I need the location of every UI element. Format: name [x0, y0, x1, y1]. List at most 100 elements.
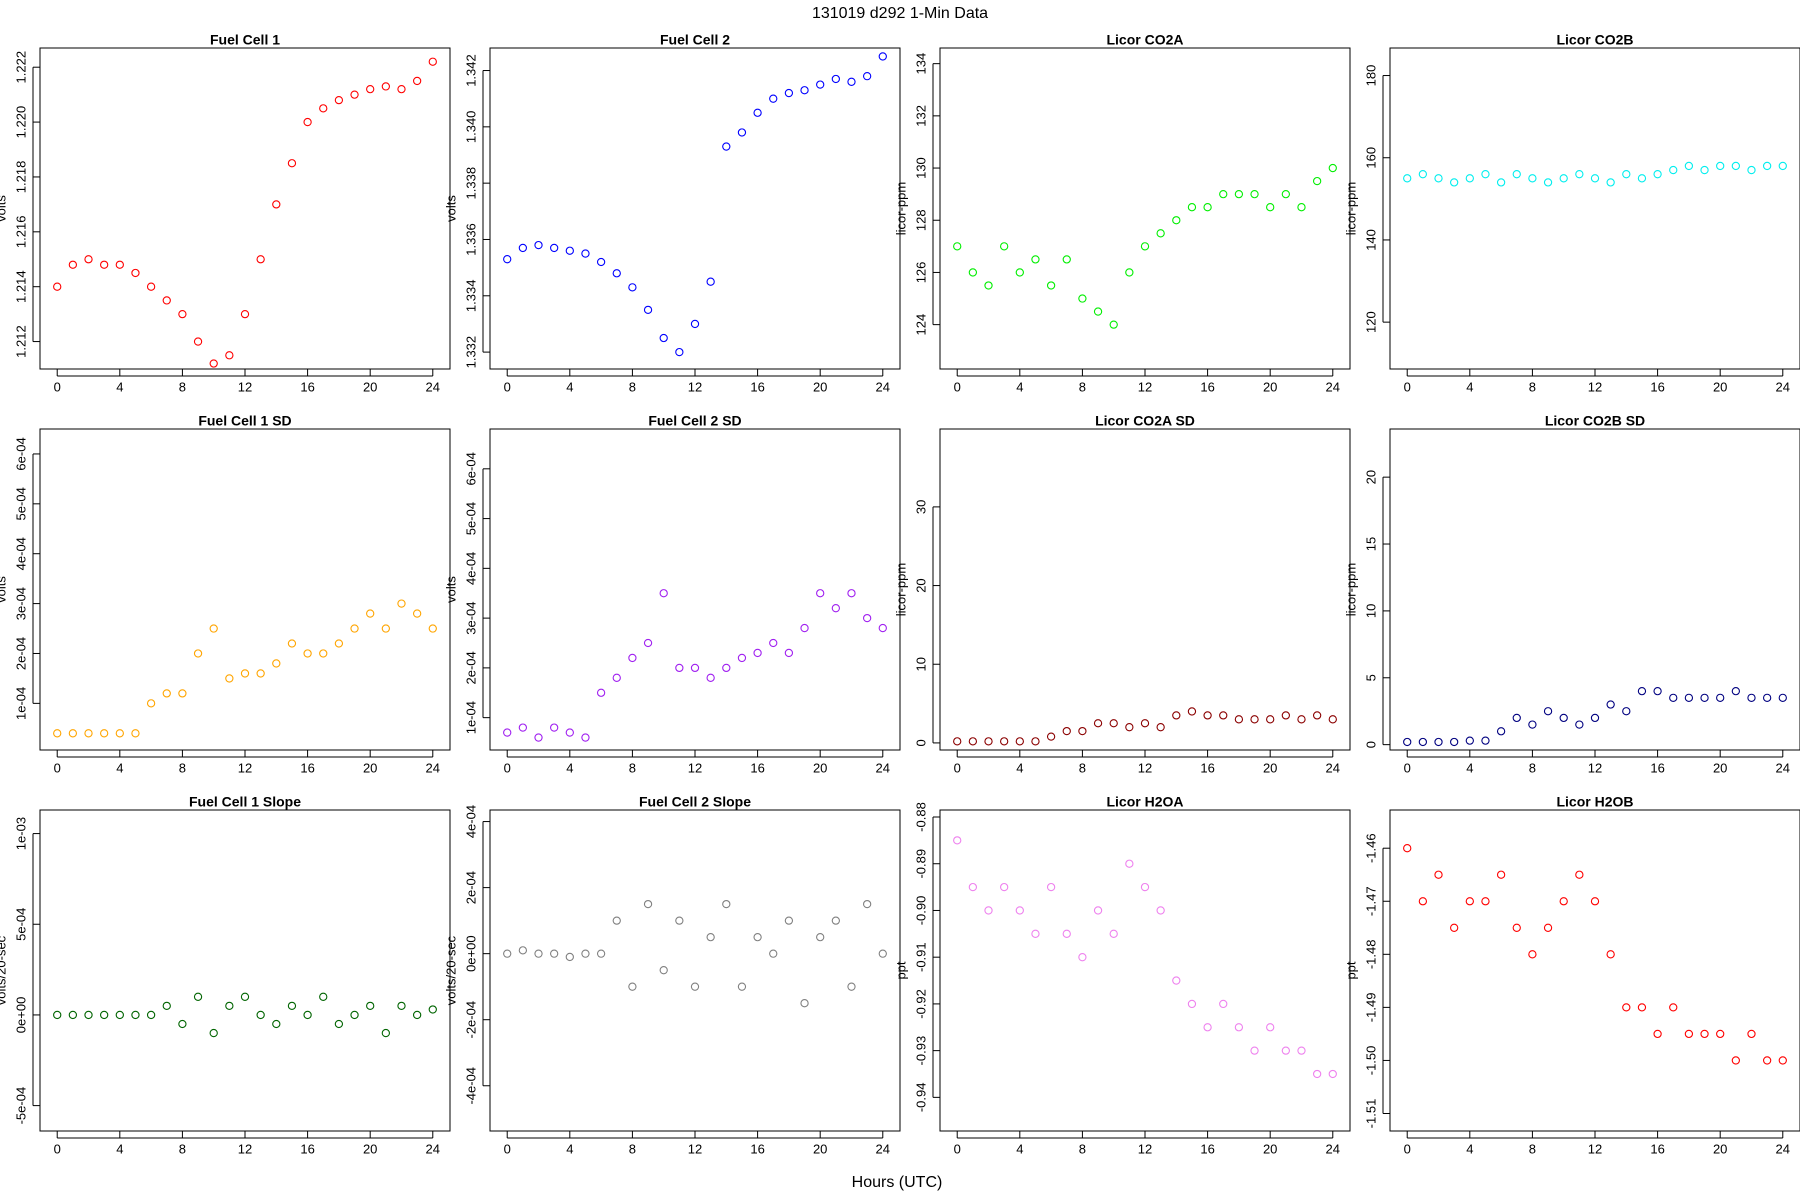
point — [1015, 737, 1024, 746]
point — [1700, 1029, 1709, 1039]
x-tick-label: 8 — [179, 379, 186, 394]
point — [1637, 174, 1647, 183]
x-tick-label: 8 — [1529, 1141, 1536, 1156]
point — [1496, 178, 1506, 187]
point — [1203, 1023, 1212, 1032]
point — [1575, 870, 1584, 879]
plot-frame — [939, 809, 1351, 1132]
x-tick-label: 8 — [1529, 379, 1536, 394]
x-tick-label: 8 — [1079, 760, 1086, 775]
point — [1653, 687, 1662, 696]
point — [1015, 906, 1024, 915]
point — [256, 669, 265, 678]
point — [100, 1010, 109, 1020]
y-tick-label: 2e-04 — [463, 651, 478, 684]
x-tick-label: 12 — [688, 1141, 702, 1156]
y-tick-label: -1.48 — [1363, 939, 1378, 969]
point — [131, 268, 140, 278]
point — [53, 282, 62, 291]
point — [350, 1010, 359, 1020]
point — [550, 949, 559, 958]
point — [659, 589, 668, 598]
y-tick-label: 4e-04 — [13, 537, 28, 570]
point — [1281, 1046, 1290, 1055]
point — [1000, 882, 1009, 892]
x-tick-label: 20 — [813, 1141, 827, 1156]
panel-title: Licor CO2B — [1556, 32, 1633, 48]
point — [753, 108, 762, 117]
panel-title: Licor H2OA — [1106, 794, 1183, 810]
point — [319, 649, 328, 658]
point — [1156, 723, 1165, 732]
panel-title: Fuel Cell 1 SD — [198, 413, 291, 429]
point — [1778, 693, 1787, 702]
point — [534, 240, 543, 250]
point — [100, 260, 109, 269]
point — [68, 260, 78, 269]
x-tick-label: 20 — [1713, 379, 1727, 394]
point — [225, 1001, 234, 1011]
point — [303, 1010, 312, 1020]
point — [100, 729, 109, 738]
point — [753, 932, 762, 942]
point — [1465, 897, 1474, 906]
point — [1450, 737, 1459, 747]
point — [84, 255, 93, 264]
x-tick-label: 16 — [1650, 760, 1664, 775]
x-tick-label: 4 — [1466, 760, 1473, 775]
point — [1418, 170, 1428, 179]
point — [675, 663, 684, 673]
y-tick-label: 15 — [1363, 537, 1378, 551]
point — [1219, 189, 1228, 199]
y-tick-label: 0 — [913, 739, 928, 746]
point — [303, 649, 312, 658]
y-tick-label: 1.212 — [13, 325, 28, 358]
point — [1434, 737, 1443, 747]
point — [225, 351, 234, 360]
point — [1543, 178, 1553, 187]
point — [643, 899, 653, 909]
point — [1778, 1056, 1787, 1065]
point — [596, 688, 606, 697]
x-tick-label: 0 — [1404, 379, 1411, 394]
point — [1700, 693, 1709, 702]
point — [366, 609, 375, 618]
point — [816, 589, 825, 598]
point — [162, 296, 171, 305]
x-tick-label: 0 — [1404, 760, 1411, 775]
point — [612, 269, 621, 278]
x-tick-label: 0 — [504, 1141, 511, 1156]
point — [334, 639, 344, 648]
point — [1093, 719, 1103, 728]
point — [1219, 711, 1228, 720]
y-axis-label: ppt — [893, 961, 908, 979]
point — [1559, 174, 1568, 183]
y-tick-label: 1.216 — [13, 216, 28, 249]
x-tick-label: 4 — [116, 379, 123, 394]
y-tick-label: 160 — [1363, 147, 1378, 169]
x-tick-label: 16 — [300, 1141, 314, 1156]
point — [1109, 719, 1118, 728]
y-tick-label: 180 — [1363, 65, 1378, 87]
y-tick-label: 6e-04 — [463, 452, 478, 485]
point — [350, 90, 359, 99]
y-tick-label: 1.332 — [463, 336, 478, 369]
y-tick-label: 1e-04 — [463, 701, 478, 734]
x-tick-label: 8 — [629, 379, 636, 394]
point — [193, 337, 203, 346]
point — [146, 282, 156, 291]
point — [968, 737, 978, 746]
point — [1528, 174, 1537, 183]
y-tick-label: 5 — [1363, 674, 1378, 681]
x-tick-label: 12 — [1138, 1141, 1152, 1156]
y-tick-label: -2e-04 — [463, 1001, 478, 1039]
point — [1653, 1029, 1662, 1039]
y-tick-label: 0e+00 — [463, 935, 478, 972]
point — [1266, 1023, 1275, 1032]
point — [1046, 882, 1056, 892]
point — [628, 283, 637, 292]
point — [1125, 723, 1134, 732]
y-tick-label: 140 — [1363, 229, 1378, 251]
x-tick-label: 24 — [1326, 760, 1340, 775]
